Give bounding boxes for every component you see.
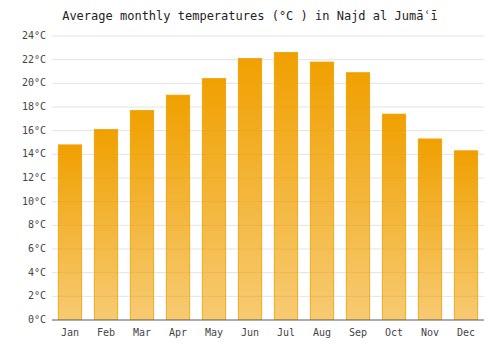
bar bbox=[346, 73, 369, 320]
bar bbox=[166, 95, 189, 320]
x-tick-label: Jun bbox=[241, 327, 259, 338]
x-tick-label: Apr bbox=[169, 327, 187, 338]
grid bbox=[52, 36, 484, 320]
bar bbox=[418, 139, 441, 320]
x-tick-label: Mar bbox=[133, 327, 151, 338]
y-tick-label: 4°C bbox=[28, 267, 46, 278]
bar bbox=[382, 114, 405, 320]
y-tick-label: 8°C bbox=[28, 219, 46, 230]
grid-line bbox=[52, 83, 484, 84]
y-tick-label: 18°C bbox=[22, 101, 46, 112]
bar bbox=[58, 145, 81, 320]
title: Average monthly temperatures (°C ) in Na… bbox=[62, 9, 438, 23]
x-tick-label: May bbox=[205, 327, 223, 338]
y-tick-label: 16°C bbox=[22, 125, 46, 136]
bar bbox=[238, 58, 261, 320]
x-tick-label: Sep bbox=[349, 327, 367, 338]
x-tick-label: Aug bbox=[313, 327, 331, 338]
grid-line bbox=[52, 36, 484, 37]
bar bbox=[274, 53, 297, 320]
bar bbox=[310, 62, 333, 320]
chart: Average monthly temperatures (°C ) in Na… bbox=[0, 0, 500, 350]
bar bbox=[454, 151, 477, 320]
x-tick-label: Oct bbox=[385, 327, 403, 338]
y-tick-label: 0°C bbox=[28, 314, 46, 325]
grid-line bbox=[52, 107, 484, 108]
y-tick-label: 14°C bbox=[22, 148, 46, 159]
bars bbox=[58, 53, 477, 320]
grid-line bbox=[52, 59, 484, 60]
x-tick-label: Jul bbox=[277, 327, 295, 338]
y-tick-label: 6°C bbox=[28, 243, 46, 254]
y-tick-label: 10°C bbox=[22, 196, 46, 207]
x-tick-label: Feb bbox=[97, 327, 115, 338]
x-tick-label: Nov bbox=[421, 327, 439, 338]
x-tick-label: Dec bbox=[457, 327, 475, 338]
bar bbox=[202, 79, 225, 320]
y-tick-label: 22°C bbox=[22, 54, 46, 65]
y-tick-label: 24°C bbox=[22, 30, 46, 41]
y-tick-label: 20°C bbox=[22, 77, 46, 88]
chart-container: Average monthly temperatures (°C ) in Na… bbox=[0, 0, 500, 350]
x-tick-label: Jan bbox=[61, 327, 79, 338]
bar bbox=[94, 129, 117, 320]
bar bbox=[130, 111, 153, 320]
y-tick-label: 2°C bbox=[28, 290, 46, 301]
grid-line bbox=[52, 320, 484, 321]
y-tick-label: 12°C bbox=[22, 172, 46, 183]
x-axis-line bbox=[52, 320, 484, 321]
